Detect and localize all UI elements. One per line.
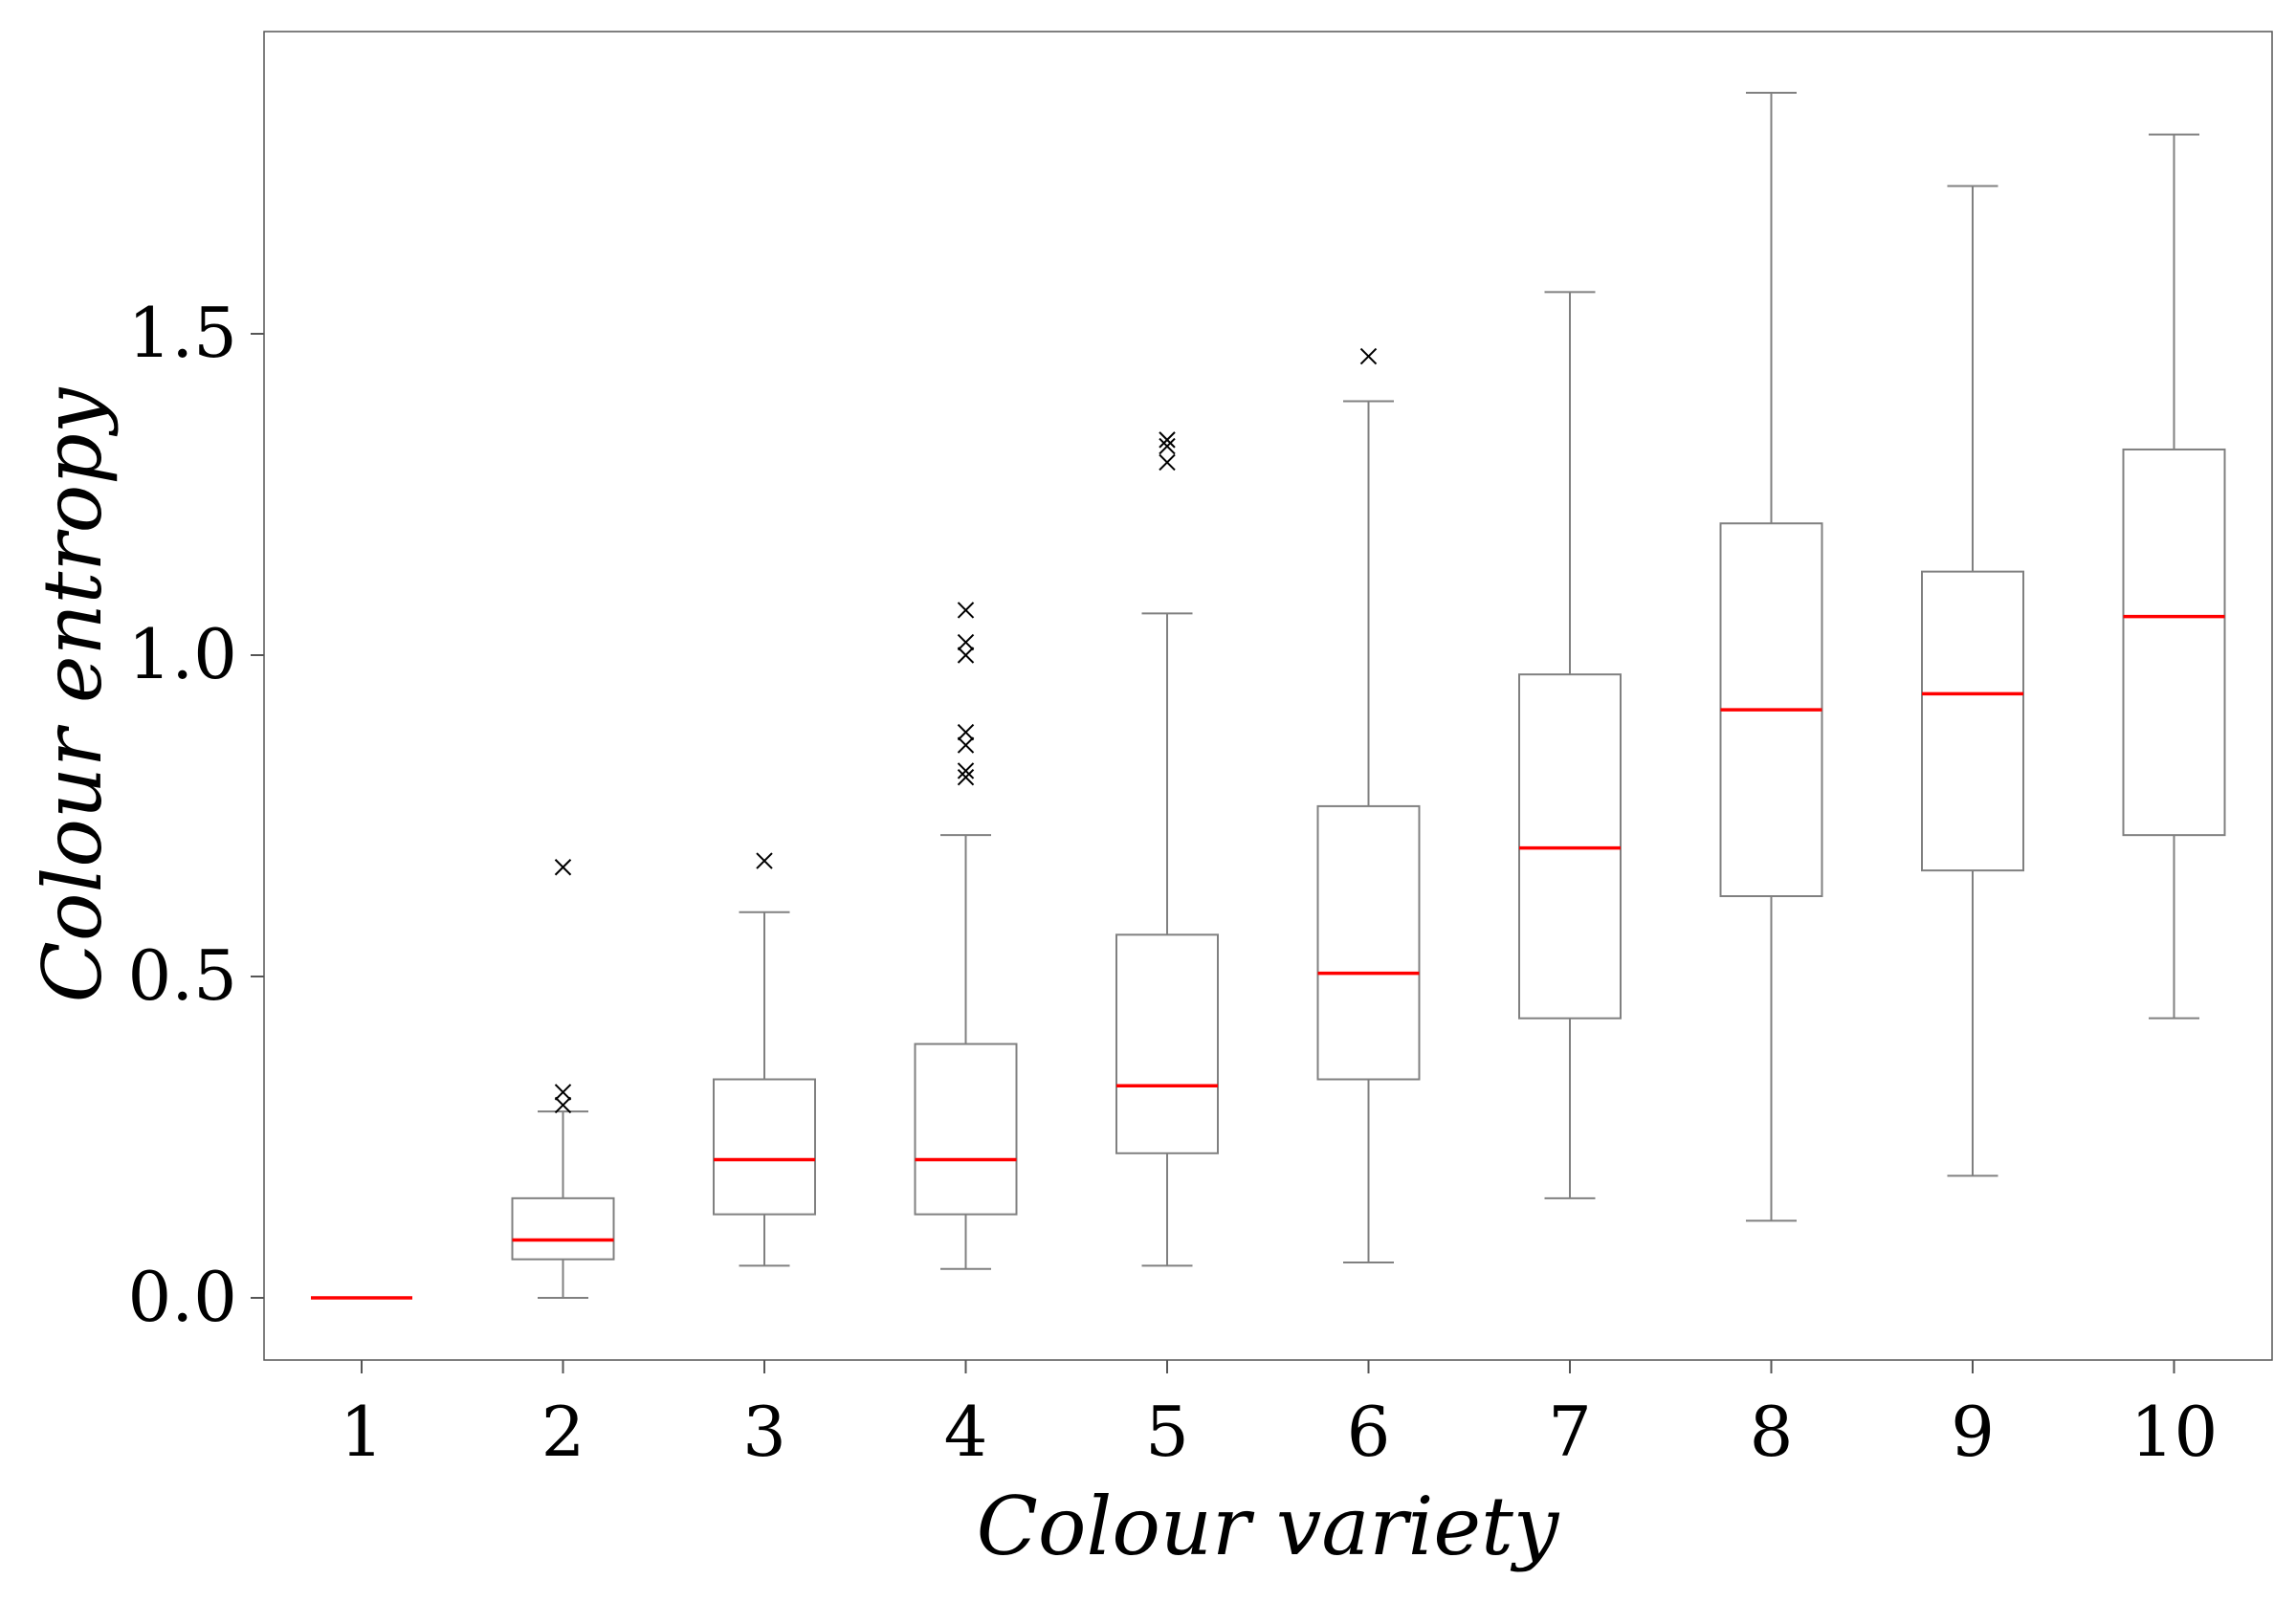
outlier-marker <box>554 1096 572 1114</box>
y-tick-label: 1.5 <box>127 293 237 373</box>
outlier-stroke <box>554 1096 572 1114</box>
iqr-box <box>1316 804 1421 1081</box>
box-6 <box>1316 347 1421 1264</box>
outlier-marker <box>957 768 975 786</box>
plot-frame <box>263 31 2273 1361</box>
y-tick-label: 0.5 <box>127 935 237 1016</box>
iqr-box <box>713 1078 816 1216</box>
outlier-stroke <box>957 762 975 779</box>
x-tick-label: 4 <box>944 1392 988 1472</box>
x-tick-label: 8 <box>1750 1392 1794 1472</box>
iqr-box <box>511 1196 615 1261</box>
x-tick-label: 10 <box>2130 1392 2219 1472</box>
y-tick-label: 1.0 <box>127 614 237 694</box>
box-3 <box>713 852 816 1267</box>
x-tick-label: 5 <box>1145 1392 1189 1472</box>
outlier-stroke <box>1159 453 1176 472</box>
x-tick-label: 6 <box>1347 1392 1391 1472</box>
x-tick-label: 7 <box>1548 1392 1592 1472</box>
box-10 <box>2122 133 2226 1020</box>
x-tick-label: 2 <box>541 1392 585 1472</box>
iqr-box <box>914 1042 1018 1216</box>
outlier-stroke <box>957 647 975 664</box>
outlier-stroke <box>957 602 975 619</box>
outlier-marker <box>957 647 975 664</box>
outlier-stroke <box>1159 431 1176 449</box>
outlier-marker <box>756 852 773 869</box>
x-tick-label: 3 <box>742 1392 786 1472</box>
iqr-box <box>2122 448 2226 837</box>
box-9 <box>1921 185 2024 1177</box>
outlier-marker <box>957 602 975 619</box>
outlier-stroke <box>756 852 773 869</box>
outlier-marker <box>1159 431 1176 449</box>
outlier-marker <box>1159 437 1176 455</box>
x-axis-label: Colour variety <box>977 1480 1560 1573</box>
x-tick-label: 1 <box>340 1392 384 1472</box>
outlier-marker <box>957 736 975 754</box>
iqr-box <box>1921 570 2024 872</box>
outlier-marker <box>957 762 975 779</box>
outlier-marker <box>957 633 975 651</box>
x-tick-label: 9 <box>1951 1392 1995 1472</box>
outlier-stroke <box>957 723 975 741</box>
box-4 <box>914 602 1018 1270</box>
outlier-marker <box>1359 347 1378 365</box>
box-series <box>311 92 2226 1300</box>
box-2 <box>511 859 615 1299</box>
outlier-marker <box>554 1084 572 1101</box>
outlier-stroke <box>554 1084 572 1101</box>
x-axis: 1 2 3 4 5 6 7 8 9 10 <box>340 1360 2218 1472</box>
iqr-box <box>1115 933 1219 1154</box>
outlier-stroke <box>1159 437 1176 455</box>
box-7 <box>1518 291 1622 1199</box>
y-axis-label: Colour entropy <box>26 386 120 1002</box>
outlier-stroke <box>554 859 572 876</box>
outlier-marker <box>957 723 975 741</box>
outlier-stroke <box>957 736 975 754</box>
y-axis: 0.0 0.5 1.0 1.5 <box>127 293 264 1337</box>
box-8 <box>1719 92 1823 1222</box>
outlier-marker <box>1159 453 1176 472</box>
outlier-stroke <box>957 633 975 651</box>
outlier-stroke <box>957 768 975 786</box>
outlier-stroke <box>1359 347 1378 365</box>
y-tick-label: 0.0 <box>127 1257 237 1337</box>
outlier-marker <box>554 859 572 876</box>
box-5 <box>1115 431 1219 1267</box>
